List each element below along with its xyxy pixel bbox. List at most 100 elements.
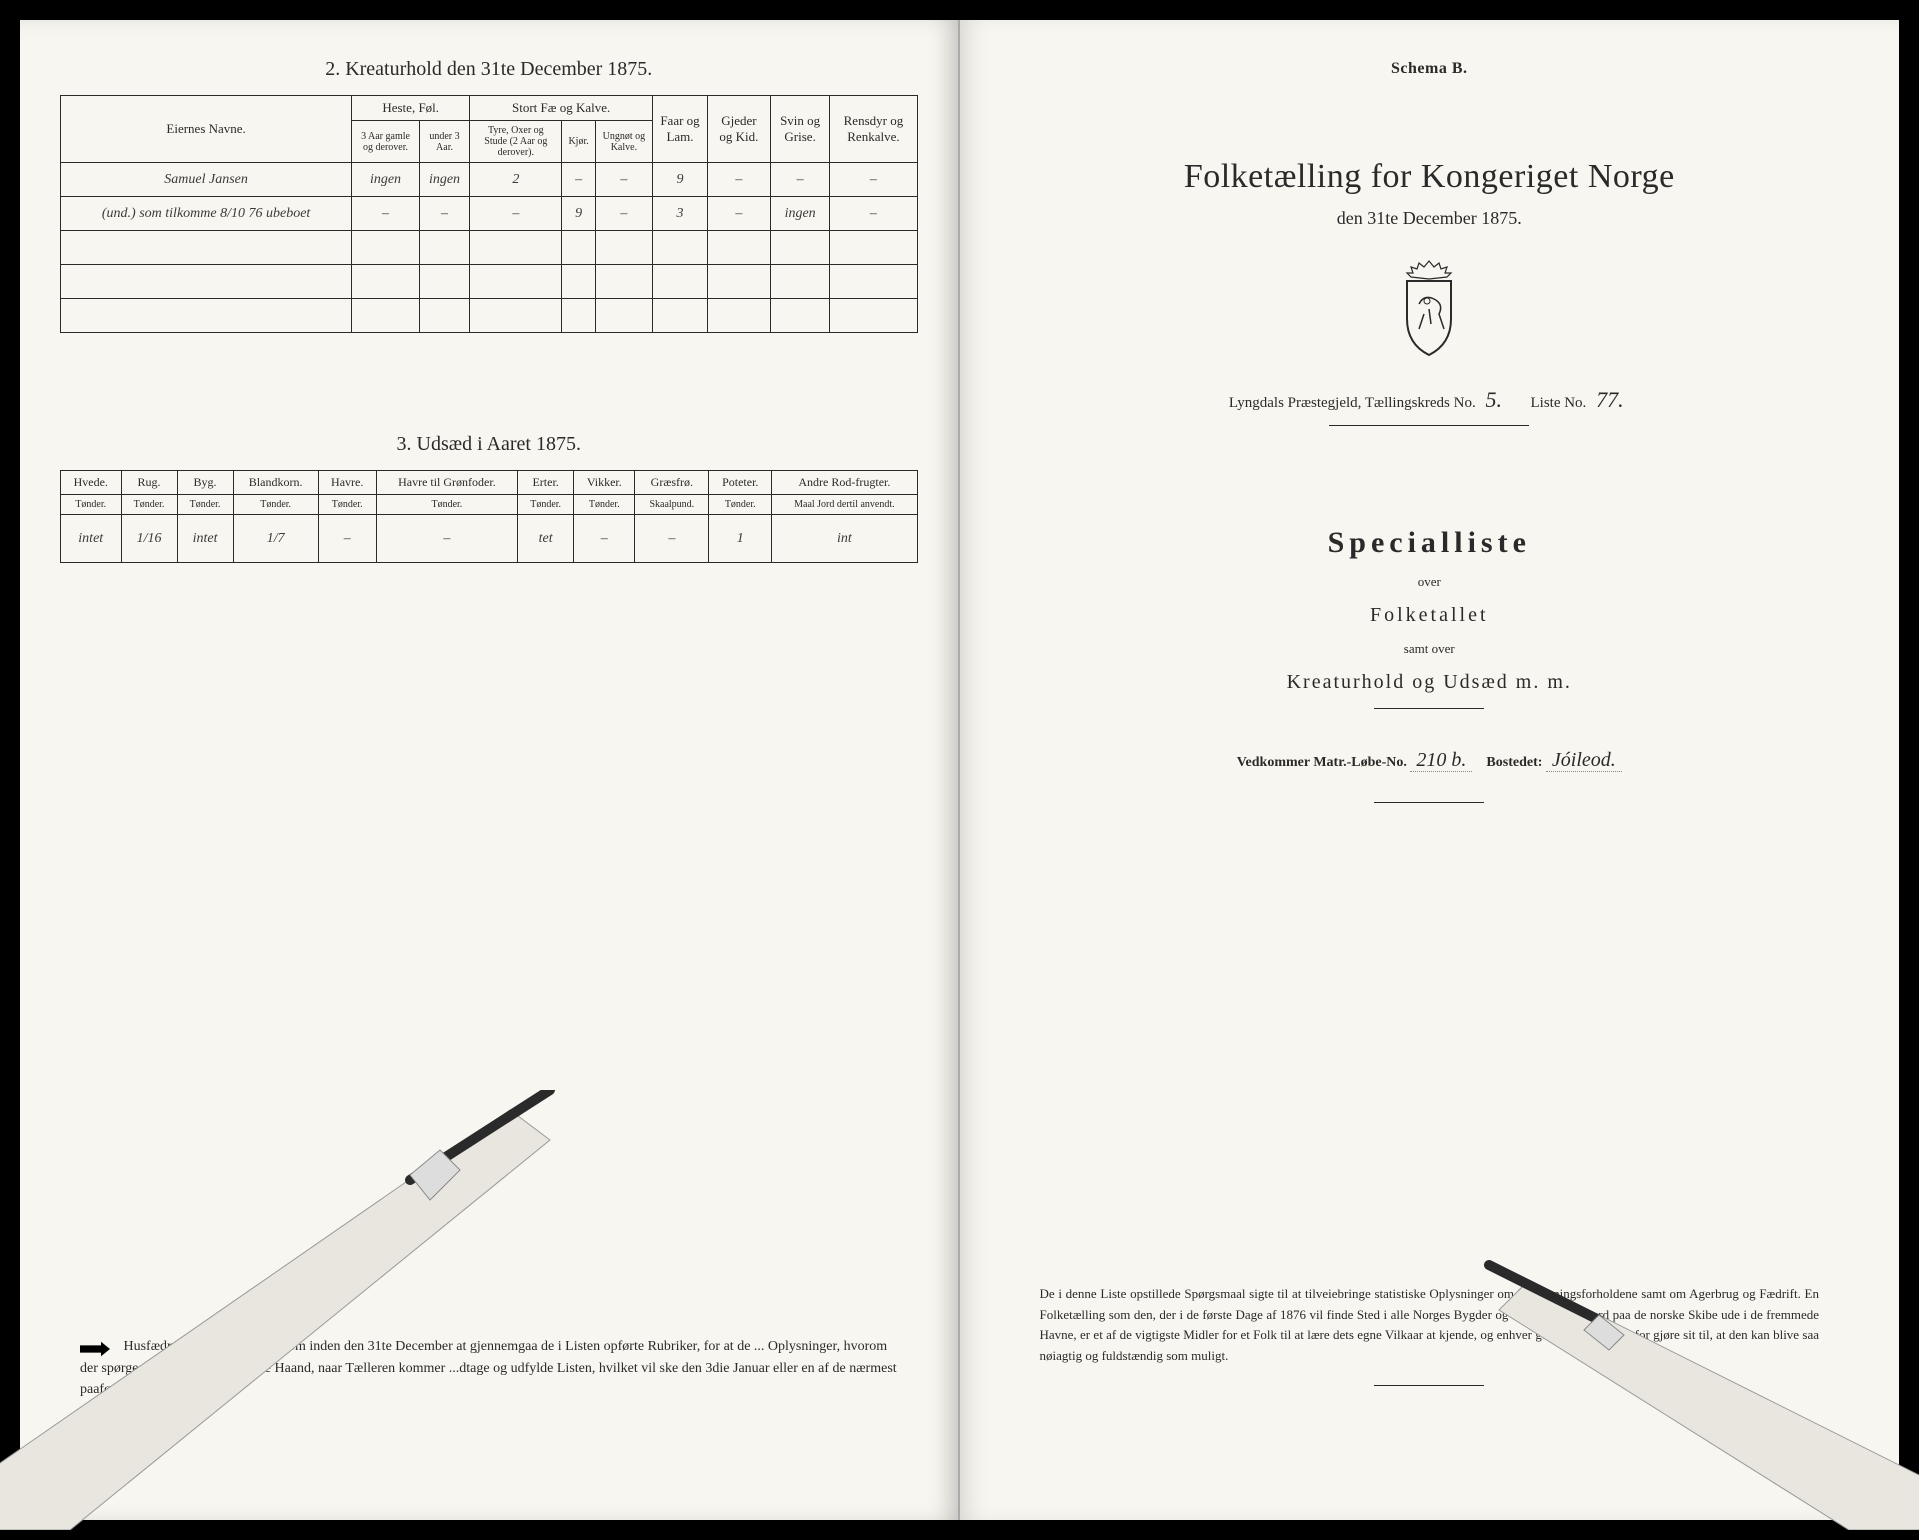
- kreaturhold-table: Eiernes Navne. Heste, Føl. Stort Fæ og K…: [60, 95, 918, 333]
- sub: Tønder.: [233, 495, 318, 515]
- sub-heste-2: under 3 Aar.: [419, 121, 469, 163]
- h8: Vikker.: [574, 471, 635, 495]
- matr-no: 210 b.: [1410, 749, 1472, 772]
- cell: –: [595, 197, 652, 231]
- section-2-title: 2. Kreaturhold den 31te December 1875.: [60, 58, 918, 81]
- parish-line: Lyngdals Præstegjeld, Tællingskreds No. …: [1000, 387, 1860, 413]
- sub: Tønder.: [177, 495, 233, 515]
- cell: –: [770, 163, 829, 197]
- sub: Tønder.: [61, 495, 122, 515]
- divider: [1374, 1385, 1484, 1386]
- h4: Blandkorn.: [233, 471, 318, 495]
- sub-stort-1: Tyre, Oxer og Stude (2 Aar og derover).: [470, 121, 562, 163]
- cell: 9: [562, 197, 595, 231]
- divider: [1374, 708, 1484, 709]
- col-rensdyr: Rensdyr og Renkalve.: [830, 96, 917, 163]
- cell: 2: [470, 163, 562, 197]
- folketallet-label: Folketallet: [1000, 604, 1860, 627]
- main-title: Folketælling for Kongeriget Norge: [1000, 158, 1860, 196]
- table-row: [61, 231, 918, 265]
- cell: –: [635, 515, 709, 563]
- udsaed-table: Hvede. Rug. Byg. Blandkorn. Havre. Havre…: [60, 470, 918, 563]
- bostedet-label: Bostedet:: [1486, 755, 1542, 770]
- table-row: intet 1/16 intet 1/7 – – tet – – 1 int: [61, 515, 918, 563]
- sub: Maal Jord dertil anvendt.: [772, 495, 917, 515]
- cell: –: [352, 197, 420, 231]
- col-faar: Faar og Lam.: [653, 96, 708, 163]
- table-row: Samuel Jansen ingen ingen 2 – – 9 – – –: [61, 163, 918, 197]
- row1-name: Samuel Jansen: [61, 163, 352, 197]
- sub: Tønder.: [518, 495, 574, 515]
- cell: –: [562, 163, 595, 197]
- sub-stort-3: Ungnøt og Kalve.: [595, 121, 652, 163]
- cell: 1: [709, 515, 772, 563]
- h5: Havre.: [318, 471, 376, 495]
- liste-prefix: Liste No.: [1530, 395, 1586, 411]
- parish-prefix: Lyngdals Præstegjeld, Tællingskreds No.: [1229, 395, 1476, 411]
- col-group-heste: Heste, Føl.: [352, 96, 470, 121]
- sub-heste-1: 3 Aar gamle og derover.: [352, 121, 420, 163]
- cell: –: [376, 515, 517, 563]
- h11: Andre Rod-frugter.: [772, 471, 917, 495]
- cell: –: [707, 197, 770, 231]
- pen-holder-left-icon: [0, 1090, 710, 1530]
- sub: Tønder.: [318, 495, 376, 515]
- cell: –: [595, 163, 652, 197]
- h7: Erter.: [518, 471, 574, 495]
- cell: –: [574, 515, 635, 563]
- pointing-hand-icon: [80, 1340, 110, 1358]
- cell: 1/16: [121, 515, 177, 563]
- table-row: [61, 299, 918, 333]
- cell: intet: [177, 515, 233, 563]
- matr-label: Vedkommer Matr.-Løbe-No.: [1237, 755, 1407, 770]
- h9: Græsfrø.: [635, 471, 709, 495]
- h10: Poteter.: [709, 471, 772, 495]
- bostedet-value: Jóileod.: [1546, 749, 1622, 772]
- divider: [1374, 802, 1484, 803]
- cell: ingen: [352, 163, 420, 197]
- coat-of-arms-icon: [1389, 259, 1469, 359]
- cell: 1/7: [233, 515, 318, 563]
- samt-label: samt over: [1000, 641, 1860, 657]
- h3: Byg.: [177, 471, 233, 495]
- left-page: 2. Kreaturhold den 31te December 1875. E…: [20, 20, 960, 1520]
- main-subtitle: den 31te December 1875.: [1000, 208, 1860, 229]
- sub: Tønder.: [121, 495, 177, 515]
- liste-no: 77.: [1590, 387, 1630, 412]
- cell: –: [707, 163, 770, 197]
- book-spread: 2. Kreaturhold den 31te December 1875. E…: [20, 20, 1899, 1520]
- cell: ingen: [770, 197, 829, 231]
- col-gjeder: Gjeder og Kid.: [707, 96, 770, 163]
- sub: Skaalpund.: [635, 495, 709, 515]
- left-footnote: Husfædre og andre Fo...odes om inden den…: [80, 1336, 898, 1400]
- col-svin: Svin og Grise.: [770, 96, 829, 163]
- row2-name: (und.) som tilkomme 8/10 76 ubeboet: [61, 197, 352, 231]
- sub: Tønder.: [574, 495, 635, 515]
- cell: 9: [653, 163, 708, 197]
- matr-line: Vedkommer Matr.-Løbe-No. 210 b. Bostedet…: [1000, 749, 1860, 772]
- cell: int: [772, 515, 917, 563]
- kreatur-label: Kreaturhold og Udsæd m. m.: [1000, 671, 1860, 694]
- cell: 3: [653, 197, 708, 231]
- right-footnote-text: De i denne Liste opstillede Spørgsmaal s…: [1040, 1286, 1820, 1363]
- h6: Havre til Grønfoder.: [376, 471, 517, 495]
- cell: –: [318, 515, 376, 563]
- col-eier: Eiernes Navne.: [61, 96, 352, 163]
- over-label: over: [1000, 574, 1860, 590]
- cell: intet: [61, 515, 122, 563]
- col-group-stort: Stort Fæ og Kalve.: [470, 96, 653, 121]
- table-row: (und.) som tilkomme 8/10 76 ubeboet – – …: [61, 197, 918, 231]
- section-3: 3. Udsæd i Aaret 1875. Hvede. Rug. Byg. …: [60, 433, 918, 563]
- footnote-text: Husfædre og andre Fo...odes om inden den…: [80, 1339, 897, 1397]
- cell: ingen: [419, 163, 469, 197]
- cell: tet: [518, 515, 574, 563]
- cell: –: [470, 197, 562, 231]
- table-row: [61, 265, 918, 299]
- right-page: Schema B. Folketælling for Kongeriget No…: [960, 20, 1900, 1520]
- right-footnote: De i denne Liste opstillede Spørgsmaal s…: [1040, 1284, 1820, 1400]
- h2: Rug.: [121, 471, 177, 495]
- schema-label: Schema B.: [1000, 60, 1860, 78]
- divider: [1329, 425, 1529, 426]
- sub: Tønder.: [376, 495, 517, 515]
- specialliste-title: Specialliste: [1000, 526, 1860, 560]
